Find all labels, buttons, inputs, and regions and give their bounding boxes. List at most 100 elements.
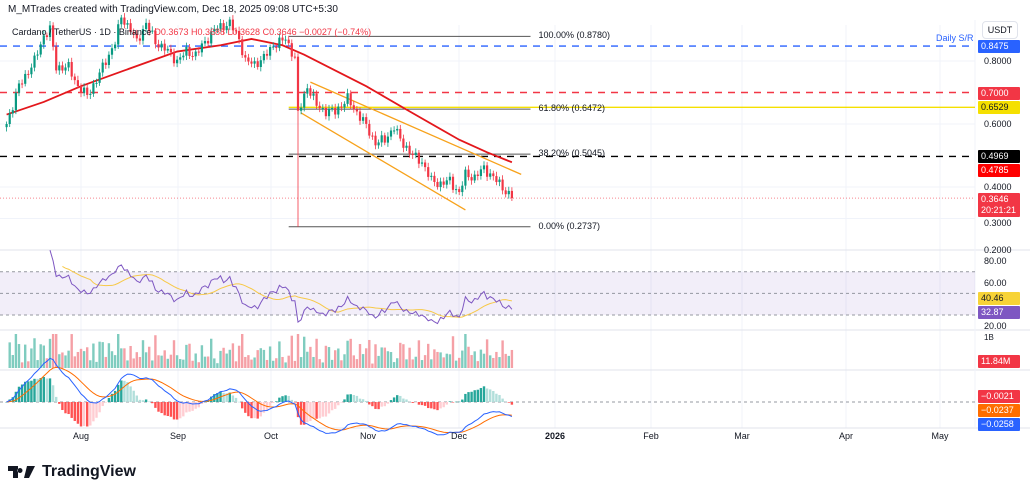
candle-body xyxy=(104,62,107,65)
rsi-tick: 20.00 xyxy=(984,320,1007,331)
price-tick: 0.6000 xyxy=(984,119,1012,129)
candle-body xyxy=(225,26,228,31)
macd-histogram-bar xyxy=(182,402,185,417)
price-label-0.8475: 0.8475 xyxy=(978,40,1020,54)
macd-histogram-bar xyxy=(473,390,476,402)
candle-body xyxy=(495,176,498,183)
volume-bar xyxy=(265,359,269,368)
macd-histogram-bar xyxy=(340,402,343,403)
macd-histogram-bar xyxy=(374,402,377,409)
candle-body xyxy=(231,19,234,31)
currency-button[interactable]: USDT xyxy=(982,21,1018,39)
macd-histogram-bar xyxy=(151,402,154,404)
macd-histogram-bar xyxy=(123,380,126,402)
macd-histogram-bar xyxy=(197,402,200,408)
candle-body xyxy=(371,135,374,137)
volume-bar xyxy=(73,356,76,368)
volume-bar xyxy=(281,356,284,368)
candle-body xyxy=(172,52,176,64)
candle-body xyxy=(504,190,507,195)
macd-histogram-bar xyxy=(104,402,107,403)
candle-body xyxy=(427,167,430,177)
high-value: H0.3688 xyxy=(190,27,225,37)
candle-body xyxy=(473,174,476,181)
tradingview-logo[interactable]: TradingView xyxy=(8,463,136,481)
macd-histogram-bar xyxy=(24,381,27,402)
candle-body xyxy=(482,165,486,170)
candle-body xyxy=(293,56,296,58)
candle-body xyxy=(337,106,340,115)
macd-histogram-bar xyxy=(250,402,253,419)
candle-body xyxy=(470,177,473,181)
candle-body xyxy=(67,62,70,68)
candle-body xyxy=(228,19,231,27)
volume-bar xyxy=(256,350,259,368)
candle-body xyxy=(39,44,42,55)
macd-histogram-bar xyxy=(442,402,445,408)
macd-histogram-bar xyxy=(507,402,510,403)
candle-body xyxy=(315,93,318,106)
macd-histogram-bar xyxy=(113,390,117,402)
macd-histogram-bar xyxy=(414,402,417,403)
volume-bar xyxy=(262,349,266,368)
volume-bar xyxy=(448,354,452,368)
volume-bar xyxy=(175,355,179,368)
macd-histogram-bar xyxy=(454,401,458,403)
candle-body xyxy=(200,43,203,53)
volume-bar xyxy=(163,350,166,368)
macd-histogram-bar xyxy=(244,402,247,413)
macd-histogram-bar xyxy=(349,394,352,402)
volume-bar xyxy=(371,363,374,368)
macd-histogram-bar xyxy=(138,399,142,402)
volume-bar xyxy=(327,347,331,368)
price-tick: 0.3000 xyxy=(984,218,1012,228)
macd-histogram-bar xyxy=(290,399,293,402)
candle-body xyxy=(507,190,510,195)
candle-body xyxy=(374,135,377,146)
candle-body xyxy=(489,173,492,177)
volume-bar xyxy=(349,338,352,368)
macd-histogram-bar xyxy=(334,402,337,409)
macd-histogram-bar xyxy=(470,391,473,402)
volume-bar xyxy=(27,361,30,368)
volume-bar xyxy=(51,334,55,368)
price-label-0.3646: 0.3646 20:21:21 xyxy=(978,193,1020,217)
volume-bar xyxy=(479,349,483,368)
volume-bar xyxy=(154,335,157,368)
macd-histogram-bar xyxy=(321,402,324,417)
candle-body xyxy=(145,22,148,29)
macd-histogram-bar xyxy=(61,402,64,410)
price-tick: 0.4000 xyxy=(984,182,1012,192)
macd-histogram-bar xyxy=(467,392,470,402)
candle-body xyxy=(148,22,151,32)
candle-body xyxy=(284,39,287,41)
macd-histogram-bar xyxy=(461,399,464,402)
volume-bar xyxy=(117,334,120,368)
volume-bar xyxy=(272,360,275,368)
candle-body xyxy=(176,59,179,64)
volume-bar xyxy=(321,362,324,368)
candle-body xyxy=(355,109,358,112)
macd-histogram-bar xyxy=(231,395,235,402)
macd-value-label: −0.0021 xyxy=(978,390,1020,403)
candle-body xyxy=(414,152,417,155)
volume-bar xyxy=(411,359,414,368)
volume-bar xyxy=(355,359,359,368)
macd-histogram-bar xyxy=(309,402,312,422)
rsi-value-label: 32.87 xyxy=(978,306,1020,319)
candle-body xyxy=(89,93,92,95)
credit-text: M_MTrades created with TradingView.com, … xyxy=(8,4,338,15)
candle-body xyxy=(151,30,154,32)
volume-bar xyxy=(129,345,132,368)
volume-bar xyxy=(247,355,250,368)
symbol-name[interactable]: Cardano / TetherUS · 1D · Binance xyxy=(12,27,152,37)
volume-bar xyxy=(210,338,213,368)
macd-histogram-bar xyxy=(371,402,374,407)
candle-body xyxy=(386,136,389,143)
candle-body xyxy=(244,55,247,58)
candle-body xyxy=(275,46,278,49)
macd-histogram-bar xyxy=(120,380,123,402)
macd-histogram-bar xyxy=(386,402,390,404)
